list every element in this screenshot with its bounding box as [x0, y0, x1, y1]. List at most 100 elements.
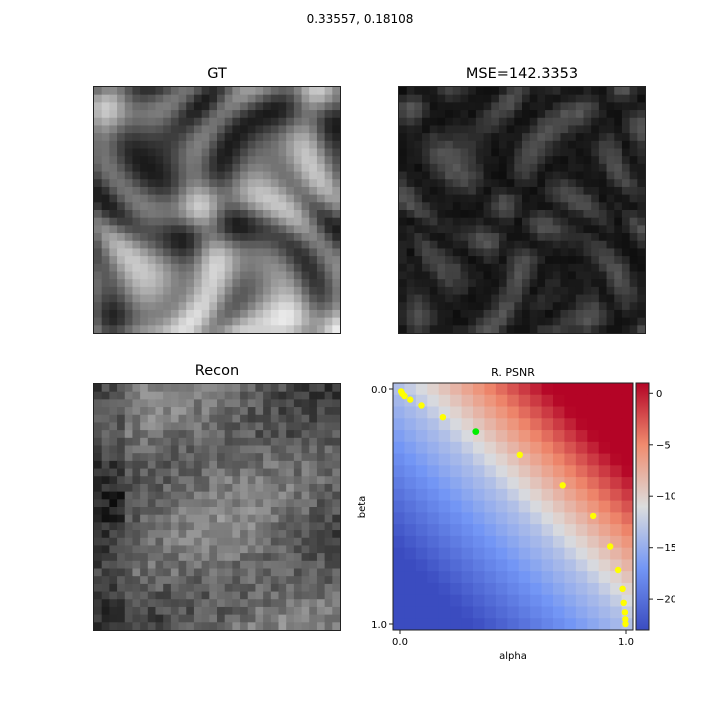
recon-pixel [178, 476, 187, 485]
gt-pixel [301, 302, 310, 311]
gt-pixel [170, 256, 180, 265]
mse-pixel [560, 148, 569, 157]
mse-pixel [445, 309, 454, 319]
recon-pixel [332, 430, 340, 439]
recon-pixel [155, 622, 164, 630]
gt-pixel [240, 286, 249, 296]
recon-pixel [232, 468, 241, 477]
recon-pixel [140, 576, 149, 585]
recon-pixel [147, 591, 157, 600]
mse-pixel [429, 87, 439, 96]
heatmap-cell [427, 547, 440, 560]
mse-pixel [606, 286, 615, 296]
recon-pixel [224, 530, 233, 539]
gt-pixel [178, 87, 187, 96]
recon-pixel [186, 560, 195, 570]
recon-pixel [224, 568, 233, 577]
recon-pixel [193, 537, 203, 547]
gt-pixel [270, 110, 280, 119]
heatmap-cell [438, 547, 451, 560]
gt-pixel [301, 225, 310, 234]
gt-pixel [209, 248, 218, 257]
mse-pixel [475, 179, 485, 188]
mse-pixel [591, 117, 600, 127]
recon-pixel [155, 530, 164, 539]
gt-pixel [263, 117, 272, 127]
mse-pixel [460, 140, 469, 150]
recon-pixel [94, 545, 103, 554]
recon-title: Recon [194, 363, 240, 379]
heatmap-cell [507, 477, 520, 490]
mse-pixel [452, 248, 462, 257]
recon-pixel [140, 606, 149, 616]
heatmap-cell [461, 535, 474, 549]
gt-pixel [163, 256, 172, 265]
recon-pixel [101, 591, 110, 600]
heatmap-cell [575, 383, 588, 396]
gt-pixel [324, 171, 333, 180]
gt-pixel [255, 186, 264, 196]
recon-pixel [293, 476, 303, 485]
recon-pixel [101, 514, 110, 523]
mse-pixel [506, 102, 515, 111]
recon-pixel [140, 422, 149, 431]
heatmap-cell [587, 406, 600, 419]
heatmap-cell [473, 500, 485, 513]
recon-pixel [163, 522, 172, 531]
recon-pixel [109, 614, 118, 623]
heatmap-cell [461, 488, 474, 502]
mse-pixel [537, 271, 546, 280]
heatmap-cell [450, 441, 463, 455]
heatmap-cell [473, 547, 485, 560]
recon-pixel [101, 522, 110, 531]
gt-pixel [140, 225, 149, 234]
mse-pixel [483, 286, 492, 296]
recon-pixel [316, 407, 326, 416]
recon-pixel [309, 391, 318, 400]
mse-pixel [445, 256, 454, 265]
mse-pixel [537, 102, 546, 111]
gt-pixel [132, 286, 141, 296]
recon-pixel [178, 430, 187, 439]
heatmap-cell [518, 500, 531, 513]
recon-pixel [155, 507, 164, 516]
gt-pixel [178, 271, 187, 280]
gt-pixel [94, 309, 103, 319]
gt-pixel [201, 94, 210, 103]
heatmap-cell [621, 394, 634, 408]
mse-pixel [560, 271, 569, 280]
recon-pixel [163, 530, 172, 539]
mse-pixel [637, 240, 645, 250]
recon-pixel [178, 445, 187, 454]
recon-pixel [186, 606, 195, 616]
mse-pixel [498, 202, 508, 211]
gt-pixel [286, 94, 295, 103]
recon-pixel [147, 476, 157, 485]
heatmap-cell [575, 618, 588, 631]
gt-pixel [163, 240, 172, 250]
recon-pixel [301, 568, 310, 577]
recon-pixel [309, 606, 318, 616]
heatmap-cell [564, 606, 577, 619]
mse-pixel [399, 194, 408, 203]
heatmap-cell [553, 488, 565, 502]
gt-pixel [270, 163, 280, 173]
recon-pixel [324, 568, 333, 577]
mse-pixel [475, 87, 485, 96]
recon-pixel [117, 514, 126, 523]
gt-pixel [247, 248, 257, 257]
recon-pixel [301, 614, 310, 623]
mse-pixel [506, 133, 515, 142]
mse-pixel [406, 163, 415, 173]
gt-pixel [270, 325, 280, 333]
recon-pixel [332, 391, 340, 400]
recon-pixel [309, 576, 318, 585]
gt-pixel [193, 133, 203, 142]
gt-pixel [163, 309, 172, 319]
recon-pixel [124, 530, 134, 539]
recon-pixel [155, 553, 164, 562]
recon-pixel [201, 476, 210, 485]
recon-pixel [209, 522, 218, 531]
gt-pixel [132, 263, 141, 273]
heatmap-cell [553, 500, 565, 513]
